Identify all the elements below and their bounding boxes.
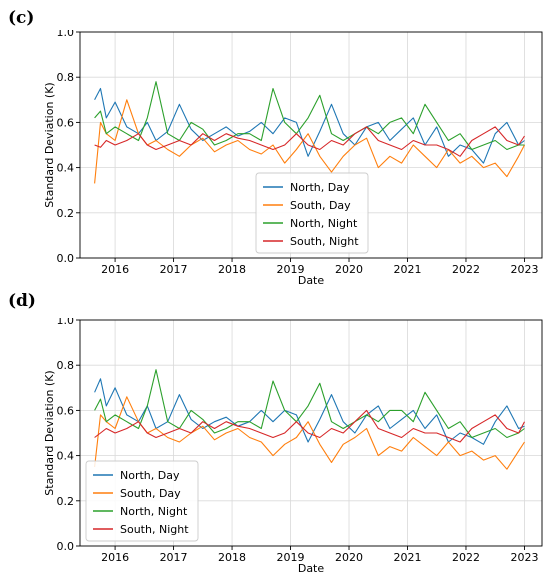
y-tick-label: 1.0	[57, 318, 75, 327]
x-tick-label: 2023	[510, 551, 538, 564]
y-tick-label: 0.2	[57, 495, 75, 508]
x-axis-label: Date	[298, 562, 325, 575]
y-tick-label: 0.8	[57, 359, 75, 372]
plot-frame	[79, 319, 543, 547]
chart-d: 2016 2017 2018 2019 2020 2021 2022 2023 0.0 0.2 0.…	[43, 318, 543, 575]
x-tick-label: 2020	[335, 263, 363, 276]
y-axis-label: Standard Deviation (K)	[43, 82, 56, 207]
x-tick-label: 2019	[277, 551, 305, 564]
series-line-south-day	[94, 99, 525, 184]
y-tick-label: 0.4	[57, 162, 75, 175]
x-tick-label: 2016	[101, 551, 129, 564]
x-axis-label: Date	[298, 274, 325, 287]
series-line-north-day	[94, 87, 525, 164]
x-tick-label: 2018	[218, 263, 246, 276]
y-tick-label: 0.2	[57, 207, 75, 220]
x-tick-label: 2022	[452, 263, 480, 276]
legend-entry: South, Night	[290, 235, 359, 248]
legend-entry: North, Night	[120, 505, 188, 518]
chart-c: 2016 2017 2018 2019 2020 2021 2022 2023 0.0 0.2 0.…	[43, 30, 543, 287]
x-tick-label: 2018	[218, 551, 246, 564]
y-tick-label: 0.4	[57, 450, 75, 463]
x-tick-label: 2016	[101, 263, 129, 276]
x-tick-label: 2021	[393, 551, 421, 564]
legend-entry: North, Night	[290, 217, 358, 230]
legend-entry: South, Night	[120, 523, 189, 536]
series-line-south-day	[94, 396, 525, 470]
legend-entry: South, Day	[120, 487, 181, 500]
legend-entry: North, Day	[120, 469, 180, 482]
legend: North, Day South, Day North, Night South, N…	[255, 172, 369, 254]
y-tick-label: 0.0	[57, 540, 75, 553]
legend-box	[255, 172, 369, 254]
panel-label-d: (d)	[8, 291, 36, 311]
x-tick-label: 2017	[160, 551, 188, 564]
x-tick-label: 2017	[160, 263, 188, 276]
series-line-south-night	[94, 126, 525, 157]
y-tick-label: 0.8	[57, 71, 75, 84]
legend: North, Day South, Day North, Night South, N…	[85, 460, 199, 542]
y-tick-label: 0.6	[57, 116, 75, 129]
series-line-south-night	[94, 409, 525, 443]
legend-entry: North, Day	[290, 181, 350, 194]
series-line-north-day	[94, 378, 525, 445]
legend-entry: South, Day	[290, 199, 351, 212]
y-tick-label: 0.0	[57, 252, 75, 265]
x-tick-label: 2023	[510, 263, 538, 276]
x-tick-label: 2020	[335, 551, 363, 564]
x-tick-label: 2022	[452, 551, 480, 564]
y-tick-label: 1.0	[57, 30, 75, 39]
panel-label-c: (c)	[8, 8, 35, 28]
legend-box	[85, 460, 199, 542]
y-axis-label: Standard Deviation (K)	[43, 370, 56, 495]
y-tick-label: 0.6	[57, 404, 75, 417]
series-line-north-night	[94, 81, 525, 151]
series-line-north-night	[94, 369, 525, 439]
x-tick-label: 2021	[393, 263, 421, 276]
plot-frame	[79, 31, 543, 259]
x-tick-label: 2019	[277, 263, 305, 276]
